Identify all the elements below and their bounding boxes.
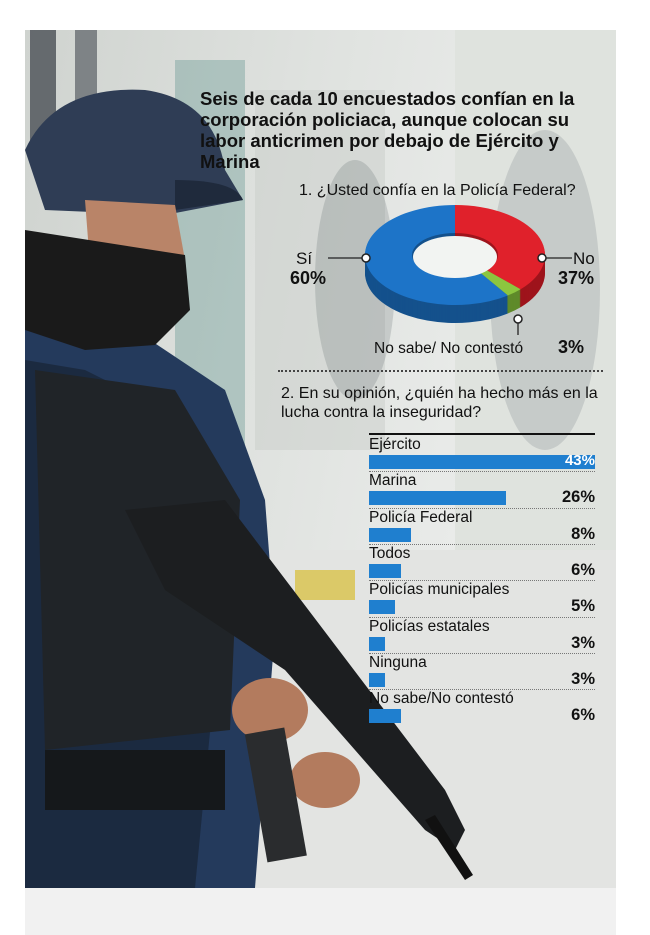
bar-value-label: 5% xyxy=(571,597,595,616)
row-separator xyxy=(369,616,595,618)
bottom-band xyxy=(25,888,616,935)
section-divider xyxy=(278,370,603,372)
row-separator xyxy=(369,689,595,691)
question-2-title: 2. En su opinión, ¿quién ha hecho más en… xyxy=(281,385,598,421)
donut-slice-si xyxy=(364,205,508,305)
bar-label: No sabe/No contestó xyxy=(369,690,514,708)
bar xyxy=(369,709,401,724)
police-officer-illustration xyxy=(25,30,616,888)
headline: Seis de cada 10 encuestados confían en l… xyxy=(200,88,575,172)
bar-value-label: 8% xyxy=(571,524,595,543)
bar xyxy=(369,563,401,578)
bar-label: Marina xyxy=(369,472,417,490)
row-separator xyxy=(369,507,595,509)
slice-label-no: No xyxy=(573,249,595,268)
bar-label: Ejército xyxy=(369,436,421,453)
bar-value-label: 6% xyxy=(571,706,595,725)
donut-slice-no xyxy=(455,205,545,290)
background-photo xyxy=(25,30,616,888)
bar-value-label: 26% xyxy=(561,488,595,507)
slice-value-nosabe: 3% xyxy=(558,337,585,357)
slice-label-si: Sí xyxy=(296,249,313,268)
callout-dot-si xyxy=(361,253,371,263)
bar-value-label: 3% xyxy=(571,633,595,652)
slice-value-si: 60% xyxy=(290,268,327,288)
bar-value-label: 6% xyxy=(571,560,595,579)
bar xyxy=(369,491,506,506)
bar-label: Todos xyxy=(369,544,411,562)
bar xyxy=(369,672,385,687)
donut-hole xyxy=(413,236,497,278)
donut-callouts xyxy=(328,253,572,335)
slice-label-nosabe: No sabe/ No contestó xyxy=(374,340,524,357)
row-separator xyxy=(369,580,595,582)
donut-top xyxy=(364,205,545,305)
row-separator xyxy=(369,543,595,545)
donut-chart xyxy=(328,205,572,335)
question-1-title: 1. ¿Usted confía en la Policía Federal? xyxy=(299,182,576,199)
callout-dot-no xyxy=(537,253,547,263)
bar-value-label: 3% xyxy=(571,669,595,688)
bar-label: Policía Federal xyxy=(369,508,473,526)
bar-label: Ninguna xyxy=(369,653,427,671)
bar xyxy=(369,455,595,469)
slice-value-no: 37% xyxy=(558,268,595,288)
bar-label: Policías estatales xyxy=(369,617,490,635)
bar xyxy=(369,527,412,542)
bar xyxy=(369,636,385,651)
callout-dot-nosabe xyxy=(513,314,523,324)
row-separator xyxy=(369,471,595,473)
bar-value-label: 43% xyxy=(564,452,595,469)
bar-table-top-rule xyxy=(369,433,595,435)
row-separator xyxy=(369,652,595,654)
bar xyxy=(369,600,396,615)
bar-label: Policías municipales xyxy=(369,581,510,599)
donut-slice-nosabe xyxy=(480,270,521,296)
